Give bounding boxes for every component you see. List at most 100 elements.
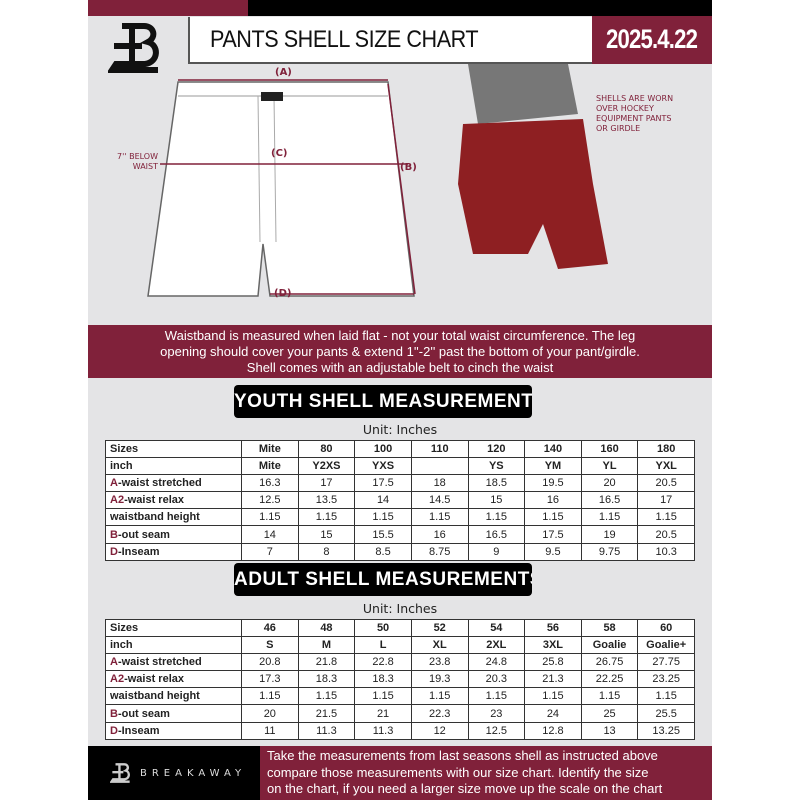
table-cell: 1.15 — [297, 508, 356, 527]
row-label: B-out seam — [105, 525, 242, 544]
table-cell: 8 — [297, 542, 356, 561]
table-cell: 58 — [580, 618, 639, 638]
measure-code: D — [110, 545, 118, 558]
table-row: D-Inseam 11 11.3 11.3 12 12.5 12.8 13 13.25 — [105, 721, 695, 740]
table-cell: 1.15 — [580, 687, 639, 706]
table-cell: Goalie+ — [637, 636, 695, 655]
youth-size-table: Sizes Mite 80 100 110 120 140 160 180 inch Mite Y2X… — [105, 439, 695, 561]
table-cell: 1.15 — [354, 508, 412, 527]
banner-line: Shell comes with an adjustable belt to c… — [246, 360, 554, 375]
table-cell: 17.5 — [354, 474, 412, 493]
measure-code: B — [110, 528, 118, 541]
top-accent-bar — [88, 0, 248, 16]
table-cell: 1.15 — [241, 508, 299, 527]
table-cell: 26.75 — [580, 653, 639, 672]
row-label: A2-waist relax — [105, 670, 242, 689]
row-label: A2-waist relax — [105, 491, 242, 510]
table-cell: 23.8 — [410, 653, 469, 672]
measure-label: -out seam — [117, 707, 170, 720]
table-cell: 80 — [297, 439, 356, 459]
table-cell: 16.5 — [580, 491, 639, 510]
table-cell: 18.3 — [297, 670, 356, 689]
table-cell: 24.8 — [467, 653, 526, 672]
table-cell: 24 — [524, 704, 582, 723]
brand-name: BREAKAWAY — [140, 768, 247, 779]
page-title: PANTS SHELL SIZE CHART — [210, 26, 479, 53]
table-cell: 9.75 — [580, 542, 639, 561]
table-cell: 54 — [467, 618, 526, 638]
table-cell: 48 — [297, 618, 356, 638]
measure-code: B — [110, 707, 118, 720]
table-cell: 1.15 — [637, 687, 695, 706]
table-cell: 120 — [467, 439, 526, 459]
footer-line: on the chart, if you need a larger size … — [267, 781, 663, 796]
table-cell: 1.15 — [467, 508, 526, 527]
table-row: A-waist stretched 20.8 21.8 22.8 23.8 24.8 25.… — [105, 653, 695, 672]
table-cell: 3XL — [524, 636, 582, 655]
table-cell: 1.15 — [580, 508, 639, 527]
table-row: inch Mite Y2XS YXS YS YM YL YXL — [105, 457, 695, 476]
table-cell: L — [354, 636, 412, 655]
table-cell: Goalie — [580, 636, 639, 655]
table-cell: 1.15 — [524, 508, 582, 527]
shorts-outline-illustration — [147, 64, 608, 297]
adult-section-title: ADULT SHELL MEASUREMENTS — [234, 563, 532, 596]
table-cell: 17.5 — [524, 525, 582, 544]
date-badge: 2025.4.22 — [592, 16, 712, 64]
table-cell: 12 — [410, 721, 469, 740]
table-cell: 180 — [637, 439, 695, 459]
table-cell: 56 — [524, 618, 582, 638]
row-label: B-out seam — [105, 704, 242, 723]
table-cell: 19.5 — [524, 474, 582, 493]
table-cell: 17 — [637, 491, 695, 510]
measure-label: waistband height — [110, 690, 200, 703]
row-label: D-Inseam — [105, 542, 242, 561]
table-cell: 1.15 — [297, 687, 356, 706]
waist-note: 7'' BELOW WAIST — [117, 152, 158, 171]
table-cell — [410, 457, 469, 476]
table-cell: 12.5 — [241, 491, 299, 510]
table-cell: 14 — [354, 491, 412, 510]
table-cell: 22.25 — [580, 670, 639, 689]
table-cell: 27.75 — [637, 653, 695, 672]
footer-brand-panel: BREAKAWAY — [88, 746, 260, 800]
row-label: A-waist stretched — [105, 474, 242, 493]
table-cell: 20.5 — [637, 525, 695, 544]
measure-label: -waist relax — [124, 673, 184, 686]
table-row: inch S M L XL 2XL 3XL Goalie Goalie+ — [105, 636, 695, 655]
table-cell: 13 — [580, 721, 639, 740]
table-cell: 1.15 — [410, 687, 469, 706]
table-row: Sizes Mite 80 100 110 120 140 160 180 — [105, 439, 695, 459]
banner-line: opening should cover your pants & extend… — [160, 344, 640, 359]
measure-label: -waist relax — [124, 494, 184, 507]
label-d: (D) — [274, 288, 292, 299]
youth-unit-label: Unit: Inches — [362, 422, 438, 437]
row-label: Sizes — [105, 439, 242, 459]
table-cell: 16 — [524, 491, 582, 510]
table-cell: 60 — [637, 618, 695, 638]
table-cell: 19.3 — [410, 670, 469, 689]
row-label: inch — [105, 636, 242, 655]
table-cell: 19 — [580, 525, 639, 544]
table-row: D-Inseam 7 8 8.5 8.75 9 9.5 9.75 10.3 — [105, 542, 695, 561]
table-cell: 21 — [354, 704, 412, 723]
table-cell: 22.3 — [410, 704, 469, 723]
table-cell: 20.8 — [241, 653, 299, 672]
row-label: waistband height — [105, 687, 242, 706]
row-label: waistband height — [105, 508, 242, 527]
table-cell: Y2XS — [297, 457, 356, 476]
measure-code: A — [110, 477, 118, 490]
table-cell: 25.8 — [524, 653, 582, 672]
table-cell: 1.15 — [241, 687, 299, 706]
table-cell: YL — [580, 457, 639, 476]
measure-label: -out seam — [117, 528, 170, 541]
measure-label: inch — [110, 639, 133, 652]
table-cell: 8.75 — [410, 542, 469, 561]
measure-label: waistband height — [110, 511, 200, 524]
table-cell: 1.15 — [354, 687, 412, 706]
table-cell: 17.3 — [241, 670, 299, 689]
measure-code: A2 — [110, 673, 125, 686]
table-cell: 20.3 — [467, 670, 526, 689]
table-row: A2-waist relax 17.3 18.3 18.3 19.3 20.3 21.3 22… — [105, 670, 695, 689]
banner-line: Waistband is measured when laid flat - n… — [164, 328, 636, 343]
